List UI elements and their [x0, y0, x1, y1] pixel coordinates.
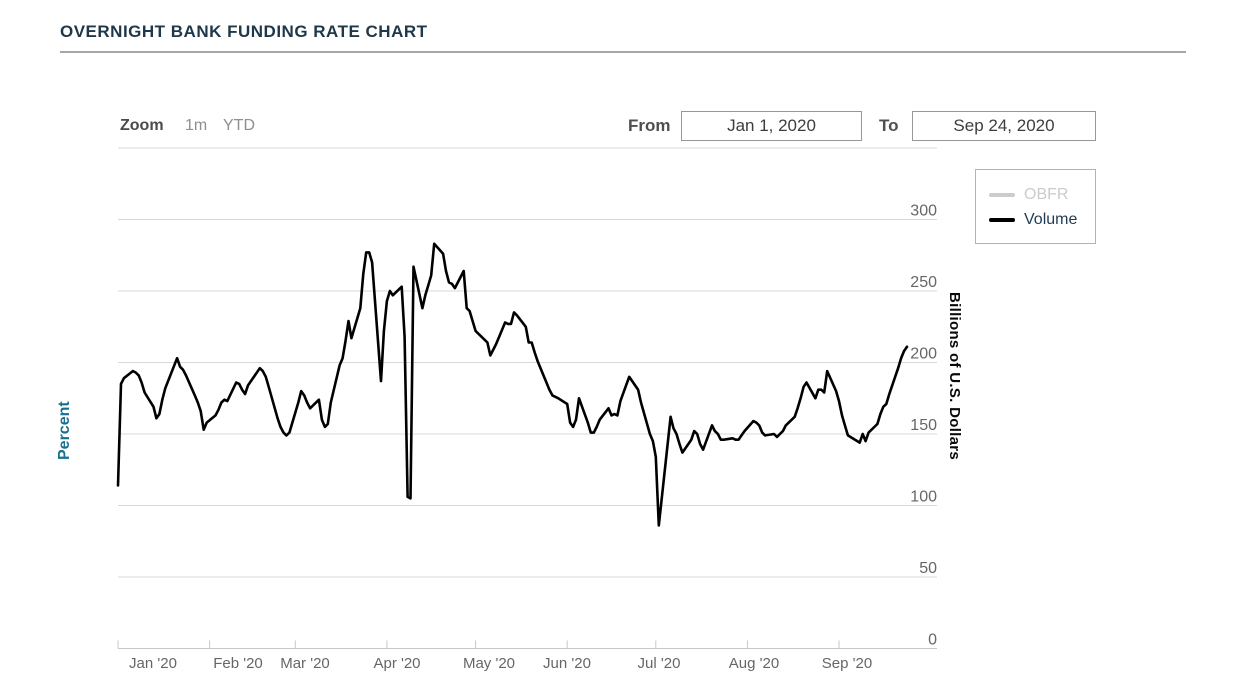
- x-tick-label-6: Jul '20: [638, 655, 681, 672]
- y-tick-label-200: 200: [910, 346, 937, 363]
- legend-item-volume[interactable]: Volume: [989, 207, 1095, 232]
- x-tick-label-8: Sep '20: [822, 655, 872, 672]
- y-axis-title-billions: Billions of U.S. Dollars: [946, 292, 963, 461]
- obfr-line-swatch-icon: [989, 192, 1015, 197]
- x-tick-label-0: Jan '20: [129, 655, 177, 672]
- x-tick-label-2: Mar '20: [280, 655, 330, 672]
- from-date-input[interactable]: [681, 111, 862, 141]
- x-tick-label-5: Jun '20: [543, 655, 591, 672]
- y-tick-label-0: 0: [928, 632, 937, 649]
- zoom-option-ytd[interactable]: YTD: [219, 115, 259, 137]
- legend-item-obfr[interactable]: OBFR: [989, 182, 1095, 207]
- to-label: To: [879, 116, 899, 135]
- y-tick-label-250: 250: [910, 274, 937, 291]
- legend: OBFR Volume: [975, 169, 1096, 244]
- x-tick-label-1: Feb '20: [213, 655, 263, 672]
- x-tick-label-4: May '20: [463, 655, 515, 672]
- y-tick-label-150: 150: [910, 417, 937, 434]
- legend-label-obfr: OBFR: [1024, 185, 1069, 203]
- page-title: OVERNIGHT BANK FUNDING RATE CHART: [60, 22, 1186, 53]
- y-tick-label-100: 100: [910, 489, 937, 506]
- series-line-volume[interactable]: [116, 242, 909, 527]
- volume-line-swatch-icon: [989, 217, 1015, 222]
- to-date-input[interactable]: [912, 111, 1096, 141]
- y-tick-label-300: 300: [910, 203, 937, 220]
- x-tick-label-7: Aug '20: [729, 655, 779, 672]
- y-tick-label-50: 50: [919, 560, 937, 577]
- x-tick-label-3: Apr '20: [373, 655, 420, 672]
- from-label: From: [628, 116, 671, 135]
- zoom-label: Zoom: [120, 117, 164, 134]
- zoom-option-1m[interactable]: 1m: [181, 115, 211, 137]
- legend-label-volume: Volume: [1024, 210, 1078, 228]
